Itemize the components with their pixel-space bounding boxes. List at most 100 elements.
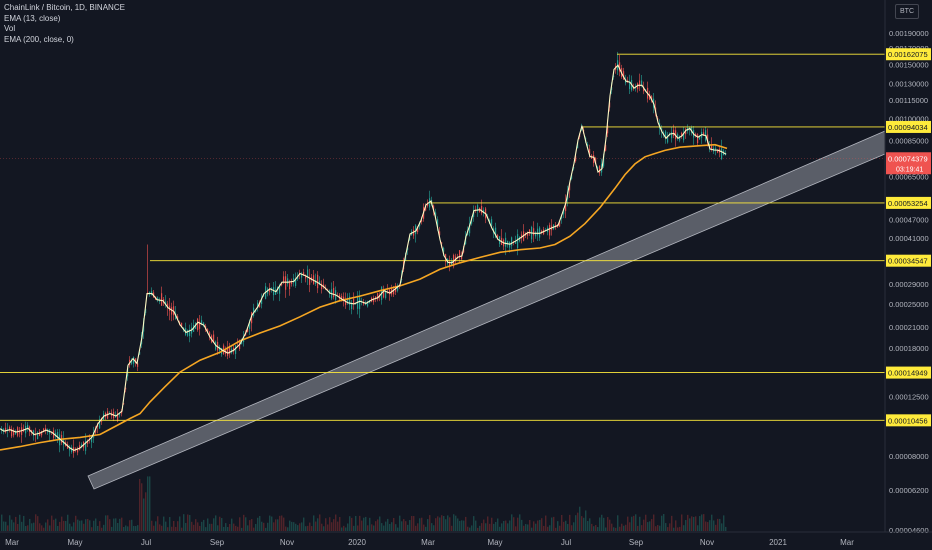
volume-bar <box>373 525 375 531</box>
volume-bar <box>289 520 291 531</box>
volume-bar <box>561 514 563 531</box>
price-tick-label: 0.00150000 <box>889 61 929 70</box>
volume-bar <box>619 526 621 531</box>
volume-bar <box>177 521 179 531</box>
volume-bar <box>597 527 599 531</box>
volume-bar <box>331 522 333 531</box>
volume-bar <box>317 518 319 531</box>
volume-bar <box>509 520 511 531</box>
candle-body <box>319 281 321 285</box>
candle-body <box>357 297 359 309</box>
candle-body <box>623 71 625 80</box>
volume-bar <box>493 523 495 531</box>
currency-button[interactable]: BTC <box>895 4 919 19</box>
candle-body <box>497 235 499 238</box>
volume-bar <box>109 519 111 531</box>
volume-bar <box>513 517 515 531</box>
candle-body <box>303 272 305 276</box>
volume-bar <box>401 521 403 531</box>
volume-bar <box>445 519 447 531</box>
candle-body <box>433 205 435 210</box>
candle-body <box>439 231 441 236</box>
volume-bar <box>55 518 57 531</box>
volume-bar <box>411 515 413 531</box>
volume-bar <box>617 515 619 531</box>
candle-body <box>393 290 395 295</box>
volume-bar <box>215 515 217 531</box>
candle-body <box>33 430 35 436</box>
candle-body <box>401 279 403 281</box>
volume-bar <box>127 526 129 531</box>
candle-body <box>691 126 693 133</box>
volume-bar <box>193 524 195 531</box>
candle-body <box>301 273 303 278</box>
volume-bar <box>21 521 23 531</box>
candle-body <box>323 284 325 288</box>
volume-bar <box>481 523 483 531</box>
volume-bar <box>625 524 627 531</box>
legend-symbol: ChainLink / Bitcoin, 1D, BINANCE <box>4 3 125 12</box>
volume-bar <box>67 514 69 531</box>
time-tick-label: May <box>67 538 82 547</box>
candle-body <box>519 237 521 242</box>
volume-bar <box>693 516 695 531</box>
volume-bar <box>551 517 553 531</box>
candle-body <box>481 205 483 214</box>
volume-bar <box>59 521 61 531</box>
candle-body <box>39 431 41 436</box>
candle-body <box>703 132 705 136</box>
candle-body <box>203 322 205 325</box>
candle-body <box>43 428 45 433</box>
volume-bar <box>197 522 199 531</box>
volume-bar <box>105 515 107 531</box>
volume-bar <box>413 516 415 531</box>
volume-bar <box>161 525 163 531</box>
candle-body <box>419 223 421 227</box>
candle-body <box>207 329 209 333</box>
candle-body <box>695 133 697 137</box>
level-tag-bg <box>886 366 931 379</box>
price-tick-label: 0.00085000 <box>889 136 929 145</box>
volume-bar <box>189 515 191 531</box>
candle-body <box>35 434 37 436</box>
volume-bar <box>39 523 41 531</box>
candle-body <box>359 297 361 310</box>
volume-bar <box>325 518 327 531</box>
volume-bar <box>333 519 335 531</box>
candle-body <box>167 303 169 309</box>
volume-bar <box>33 522 35 531</box>
candle-body <box>145 309 147 314</box>
volume-bar <box>287 527 289 531</box>
candle-body <box>561 216 563 219</box>
volume-bar <box>655 526 657 531</box>
time-tick-label: May <box>487 538 502 547</box>
legend-ema200: EMA (200, close, 0) <box>4 34 74 44</box>
price-tick-label: 0.00041000 <box>889 234 929 243</box>
volume-bar <box>559 525 561 531</box>
candle-body <box>563 208 565 215</box>
volume-bar <box>219 516 221 531</box>
level-tag-label: 0.00162075 <box>888 50 928 59</box>
volume-bar <box>235 525 237 531</box>
volume-bar <box>269 515 271 531</box>
candle-body <box>391 287 393 295</box>
volume-bar <box>403 519 405 531</box>
volume-bar <box>499 526 501 531</box>
volume-bar <box>271 516 273 531</box>
volume-bar <box>543 525 545 531</box>
volume-bar <box>433 525 435 531</box>
volume-bar <box>99 521 101 531</box>
volume-bar <box>131 519 133 531</box>
volume-bar <box>669 523 671 531</box>
volume-bar <box>707 522 709 531</box>
volume-bar <box>645 514 647 531</box>
candle-body <box>343 296 345 301</box>
volume-bar <box>593 526 595 531</box>
candle-body <box>197 318 199 330</box>
candle-body <box>255 310 257 312</box>
volume-bars <box>1 476 727 531</box>
candle-body <box>443 247 445 252</box>
volume-bar <box>575 515 577 531</box>
volume-bar <box>497 518 499 531</box>
